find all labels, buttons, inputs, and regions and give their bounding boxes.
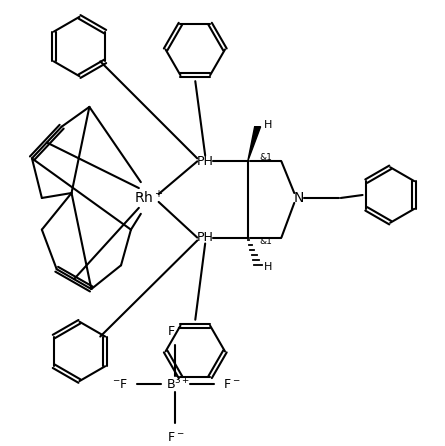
Polygon shape bbox=[248, 127, 261, 161]
Text: N: N bbox=[294, 191, 304, 205]
Text: $^{-}$F: $^{-}$F bbox=[112, 378, 128, 391]
Text: F$^-$: F$^-$ bbox=[223, 378, 240, 391]
Text: PH: PH bbox=[197, 155, 214, 168]
Text: F$^-$: F$^-$ bbox=[167, 430, 184, 444]
Text: H: H bbox=[263, 262, 272, 272]
Text: F$^-$: F$^-$ bbox=[167, 325, 184, 338]
Text: &1: &1 bbox=[259, 153, 272, 162]
Text: H: H bbox=[263, 120, 272, 130]
Text: Rh$^+$: Rh$^+$ bbox=[134, 189, 163, 206]
Text: PH: PH bbox=[197, 231, 214, 244]
Text: B$^{3+}$: B$^{3+}$ bbox=[166, 376, 190, 392]
Text: &1: &1 bbox=[259, 237, 272, 246]
